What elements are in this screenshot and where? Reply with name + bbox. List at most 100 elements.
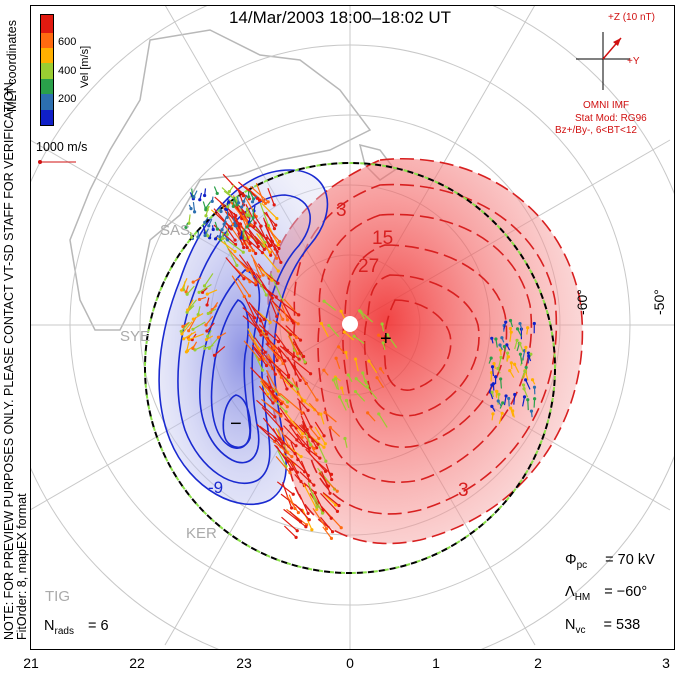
colorbar-tick-600: 600: [58, 36, 77, 48]
vector-origin: [204, 323, 208, 327]
vector-origin: [304, 525, 308, 529]
vector-origin: [277, 356, 281, 360]
vector-origin: [508, 326, 512, 331]
velocity-vector: [335, 378, 340, 390]
vector-origin: [511, 409, 515, 413]
radar-count: Nrads = 6: [44, 618, 109, 637]
station-sye: SYE: [120, 328, 151, 345]
vector-origin: [245, 225, 249, 229]
vector-origin: [276, 340, 281, 344]
vector-origin: [298, 338, 303, 342]
vector-origin: [319, 321, 323, 326]
vector-origin: [246, 195, 251, 199]
vector-origin: [298, 378, 302, 383]
vector-origin: [306, 511, 310, 515]
vector-origin: [329, 516, 333, 520]
vector-origin: [506, 351, 510, 355]
velocity-vector: [279, 345, 294, 358]
velocity-vector: [276, 481, 294, 495]
vector-origin: [309, 443, 313, 447]
velocity-vector: [320, 413, 325, 425]
vector-origin: [270, 278, 274, 282]
vector-origin: [283, 359, 287, 363]
vector-origin: [489, 356, 493, 360]
vector-origin: [308, 372, 313, 376]
velocity-vector: [204, 273, 214, 287]
vector-origin: [191, 346, 195, 350]
velocity-vector: [228, 209, 244, 235]
velocity-vector: [296, 456, 309, 476]
station-tig: TIG: [45, 588, 70, 605]
velocity-vector: [289, 510, 302, 523]
contour-label-negative: -9: [208, 478, 224, 497]
vector-origin: [275, 216, 279, 221]
velocity-vector: [320, 505, 332, 519]
vector-origin: [500, 411, 504, 416]
vector-origin: [494, 337, 498, 341]
vector-origin: [241, 194, 245, 198]
velocity-vector: [289, 459, 298, 473]
vector-origin: [261, 368, 265, 372]
vector-origin: [315, 505, 319, 509]
vector-origin: [233, 224, 237, 228]
vector-origin: [335, 489, 339, 493]
vector-origin: [306, 473, 310, 478]
vector-origin: [264, 293, 268, 297]
velocity-vector: [205, 206, 210, 216]
velocity-vector: [246, 226, 265, 250]
velocity-vector: [283, 434, 297, 447]
vector-origin: [184, 350, 189, 354]
velocity-vector: [302, 508, 313, 530]
vector-origin: [363, 379, 368, 383]
colorbar-tick-200: 200: [58, 93, 77, 105]
positive-cell: [265, 158, 584, 545]
velocity-vector: [525, 379, 531, 390]
velocity-vector: [227, 248, 249, 271]
vector-origin: [185, 292, 189, 296]
vector-origin: [253, 316, 257, 320]
vector-origin: [231, 204, 235, 209]
vector-origin: [344, 398, 349, 403]
vector-origin: [268, 292, 272, 296]
vector-origin: [524, 345, 528, 349]
velocity-vector: [288, 424, 304, 446]
vector-origin: [492, 362, 496, 366]
velocity-vector: [320, 492, 338, 512]
vector-origin: [205, 303, 209, 307]
velocity-vector: [205, 315, 214, 326]
vector-origin: [247, 214, 252, 218]
vector-origin: [303, 470, 307, 474]
velocity-vector: [302, 411, 312, 428]
vector-origin: [515, 338, 519, 342]
vector-origin: [243, 236, 247, 241]
hm-latitude: ΛHM = −60°: [565, 584, 648, 603]
vector-origin: [344, 350, 348, 355]
vector-origin: [300, 435, 304, 439]
vector-origin: [339, 309, 343, 313]
vector-origin: [342, 330, 347, 334]
vector-origin: [181, 324, 185, 329]
vector-origin: [251, 249, 255, 253]
vector-origin: [518, 321, 522, 326]
vector-origin: [509, 406, 513, 410]
potential-min-marker: −: [230, 413, 242, 435]
vector-origin: [245, 246, 249, 250]
vector-origin: [272, 346, 276, 350]
velocity-vector: [256, 310, 271, 323]
vector-origin: [179, 329, 183, 333]
vector-origin: [532, 385, 537, 389]
vector-origin: [279, 260, 283, 265]
vector-origin: [279, 414, 283, 418]
vector-origin: [262, 247, 266, 252]
velocity-vector: [355, 378, 367, 388]
vector-origin: [186, 308, 190, 312]
velocity-vector: [237, 232, 245, 248]
velocity-vector: [309, 427, 320, 439]
vector-origin: [299, 455, 303, 459]
vector-origin: [527, 354, 531, 358]
sun-marker: [342, 316, 358, 332]
velocity-vector: [355, 391, 366, 402]
vector-origin: [289, 506, 294, 510]
vector-origin: [274, 223, 278, 227]
velocity-vector: [360, 311, 373, 323]
